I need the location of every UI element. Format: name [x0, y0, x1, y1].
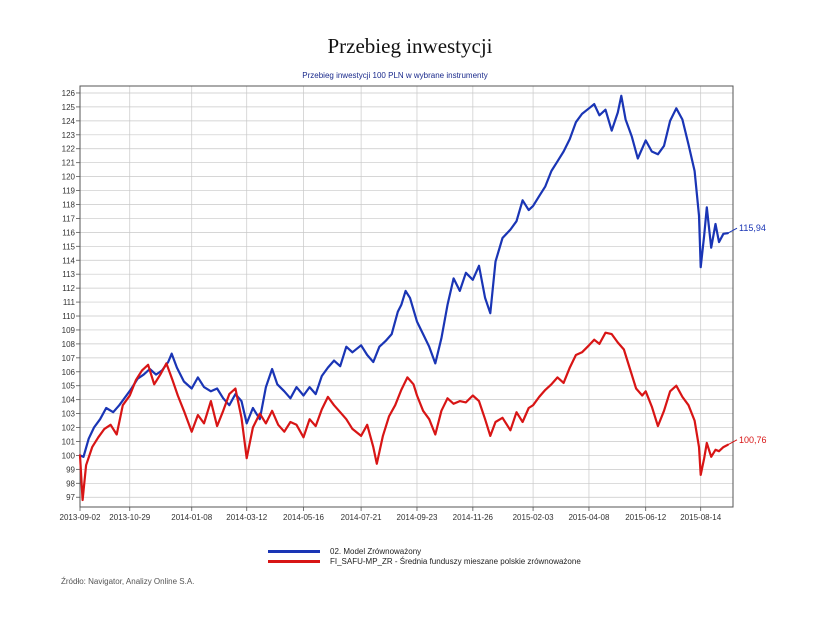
y-tick-label: 97 — [66, 493, 75, 502]
x-tick-label: 2014-05-16 — [283, 513, 324, 522]
x-tick-label: 2015-02-03 — [513, 513, 554, 522]
y-tick-label: 99 — [66, 465, 75, 474]
x-tick-label: 2014-03-12 — [226, 513, 267, 522]
end-label-leader — [727, 439, 738, 446]
source-note: Źródło: Navigator, Analizy Online S.A. — [61, 577, 195, 586]
y-axis: 97 98 99 100 101 102 103 104 105 106 107 108 109 110 1… — [62, 89, 80, 502]
series-layer — [78, 94, 729, 502]
x-tick-label: 2015-08-14 — [680, 513, 721, 522]
plot-area-frame — [79, 85, 734, 508]
legend-item-series-2: FI_SAFU-MP_ZR - Średnia funduszy mieszan… — [268, 556, 581, 566]
end-value-label: 100,76 — [739, 435, 767, 445]
y-tick-label: 116 — [62, 228, 75, 237]
x-axis: 2013-09-02 2013-10-29 2014-01-08 2014-03-12… — [60, 507, 722, 522]
end-label-leader — [727, 227, 738, 234]
legend: 02. Model Zrównoważony FI_SAFU-MP_ZR - Ś… — [268, 546, 581, 566]
y-tick-label: 112 — [62, 284, 75, 293]
series-line-1 — [78, 94, 729, 458]
x-tick-label: 2014-11-26 — [453, 513, 494, 522]
x-tick-label: 2014-01-08 — [171, 513, 212, 522]
y-tick-label: 101 — [62, 437, 76, 446]
y-tick-label: 123 — [62, 131, 76, 140]
y-tick-label: 113 — [62, 270, 75, 279]
legend-swatch-blue — [268, 549, 320, 553]
y-tick-label: 114 — [62, 256, 75, 265]
y-tick-label: 121 — [62, 159, 76, 168]
y-tick-label: 117 — [62, 214, 75, 223]
y-tick-label: 108 — [62, 340, 76, 349]
line-chart: 97 98 99 100 101 102 103 104 105 106 107 108 109 110 1… — [60, 85, 767, 522]
y-tick-label: 111 — [63, 298, 76, 307]
legend-label: 02. Model Zrównoważony — [330, 546, 422, 556]
y-tick-label: 110 — [62, 312, 75, 321]
y-tick-label: 118 — [62, 200, 75, 209]
chart-title: Przebieg inwestycji — [327, 34, 493, 58]
legend-swatch-red — [268, 559, 320, 563]
x-tick-label: 2014-07-21 — [341, 513, 382, 522]
y-tick-label: 125 — [62, 103, 76, 112]
y-tick-label: 107 — [62, 354, 76, 363]
y-tick-label: 103 — [62, 410, 76, 419]
y-tick-label: 109 — [62, 326, 76, 335]
y-tick-label: 115 — [62, 242, 75, 251]
x-tick-label: 2015-06-12 — [625, 513, 666, 522]
legend-label: FI_SAFU-MP_ZR - Średnia funduszy mieszan… — [330, 556, 581, 566]
y-tick-label: 105 — [62, 382, 76, 391]
x-tick-label: 2013-10-29 — [109, 513, 150, 522]
series-line-2 — [78, 331, 729, 502]
y-tick-label: 98 — [66, 479, 75, 488]
x-tick-label: 2014-09-23 — [397, 513, 438, 522]
end-labels: 115,94 100,76 — [727, 223, 767, 446]
y-tick-label: 106 — [62, 368, 76, 377]
chart-subtitle: Przebieg inwestycji 100 PLN w wybrane in… — [302, 71, 488, 80]
y-tick-label: 104 — [62, 396, 76, 405]
y-tick-label: 100 — [62, 451, 76, 460]
y-tick-label: 102 — [62, 424, 76, 433]
y-tick-label: 122 — [62, 145, 76, 154]
legend-item-series-1: 02. Model Zrównoważony — [268, 546, 581, 556]
end-value-label: 115,94 — [739, 223, 766, 233]
x-tick-label: 2013-09-02 — [60, 513, 101, 522]
y-tick-label: 124 — [62, 117, 76, 126]
y-tick-label: 126 — [62, 89, 76, 98]
grid — [79, 86, 733, 507]
y-tick-label: 120 — [62, 173, 76, 182]
y-tick-label: 119 — [62, 187, 75, 196]
x-tick-label: 2015-04-08 — [568, 513, 609, 522]
